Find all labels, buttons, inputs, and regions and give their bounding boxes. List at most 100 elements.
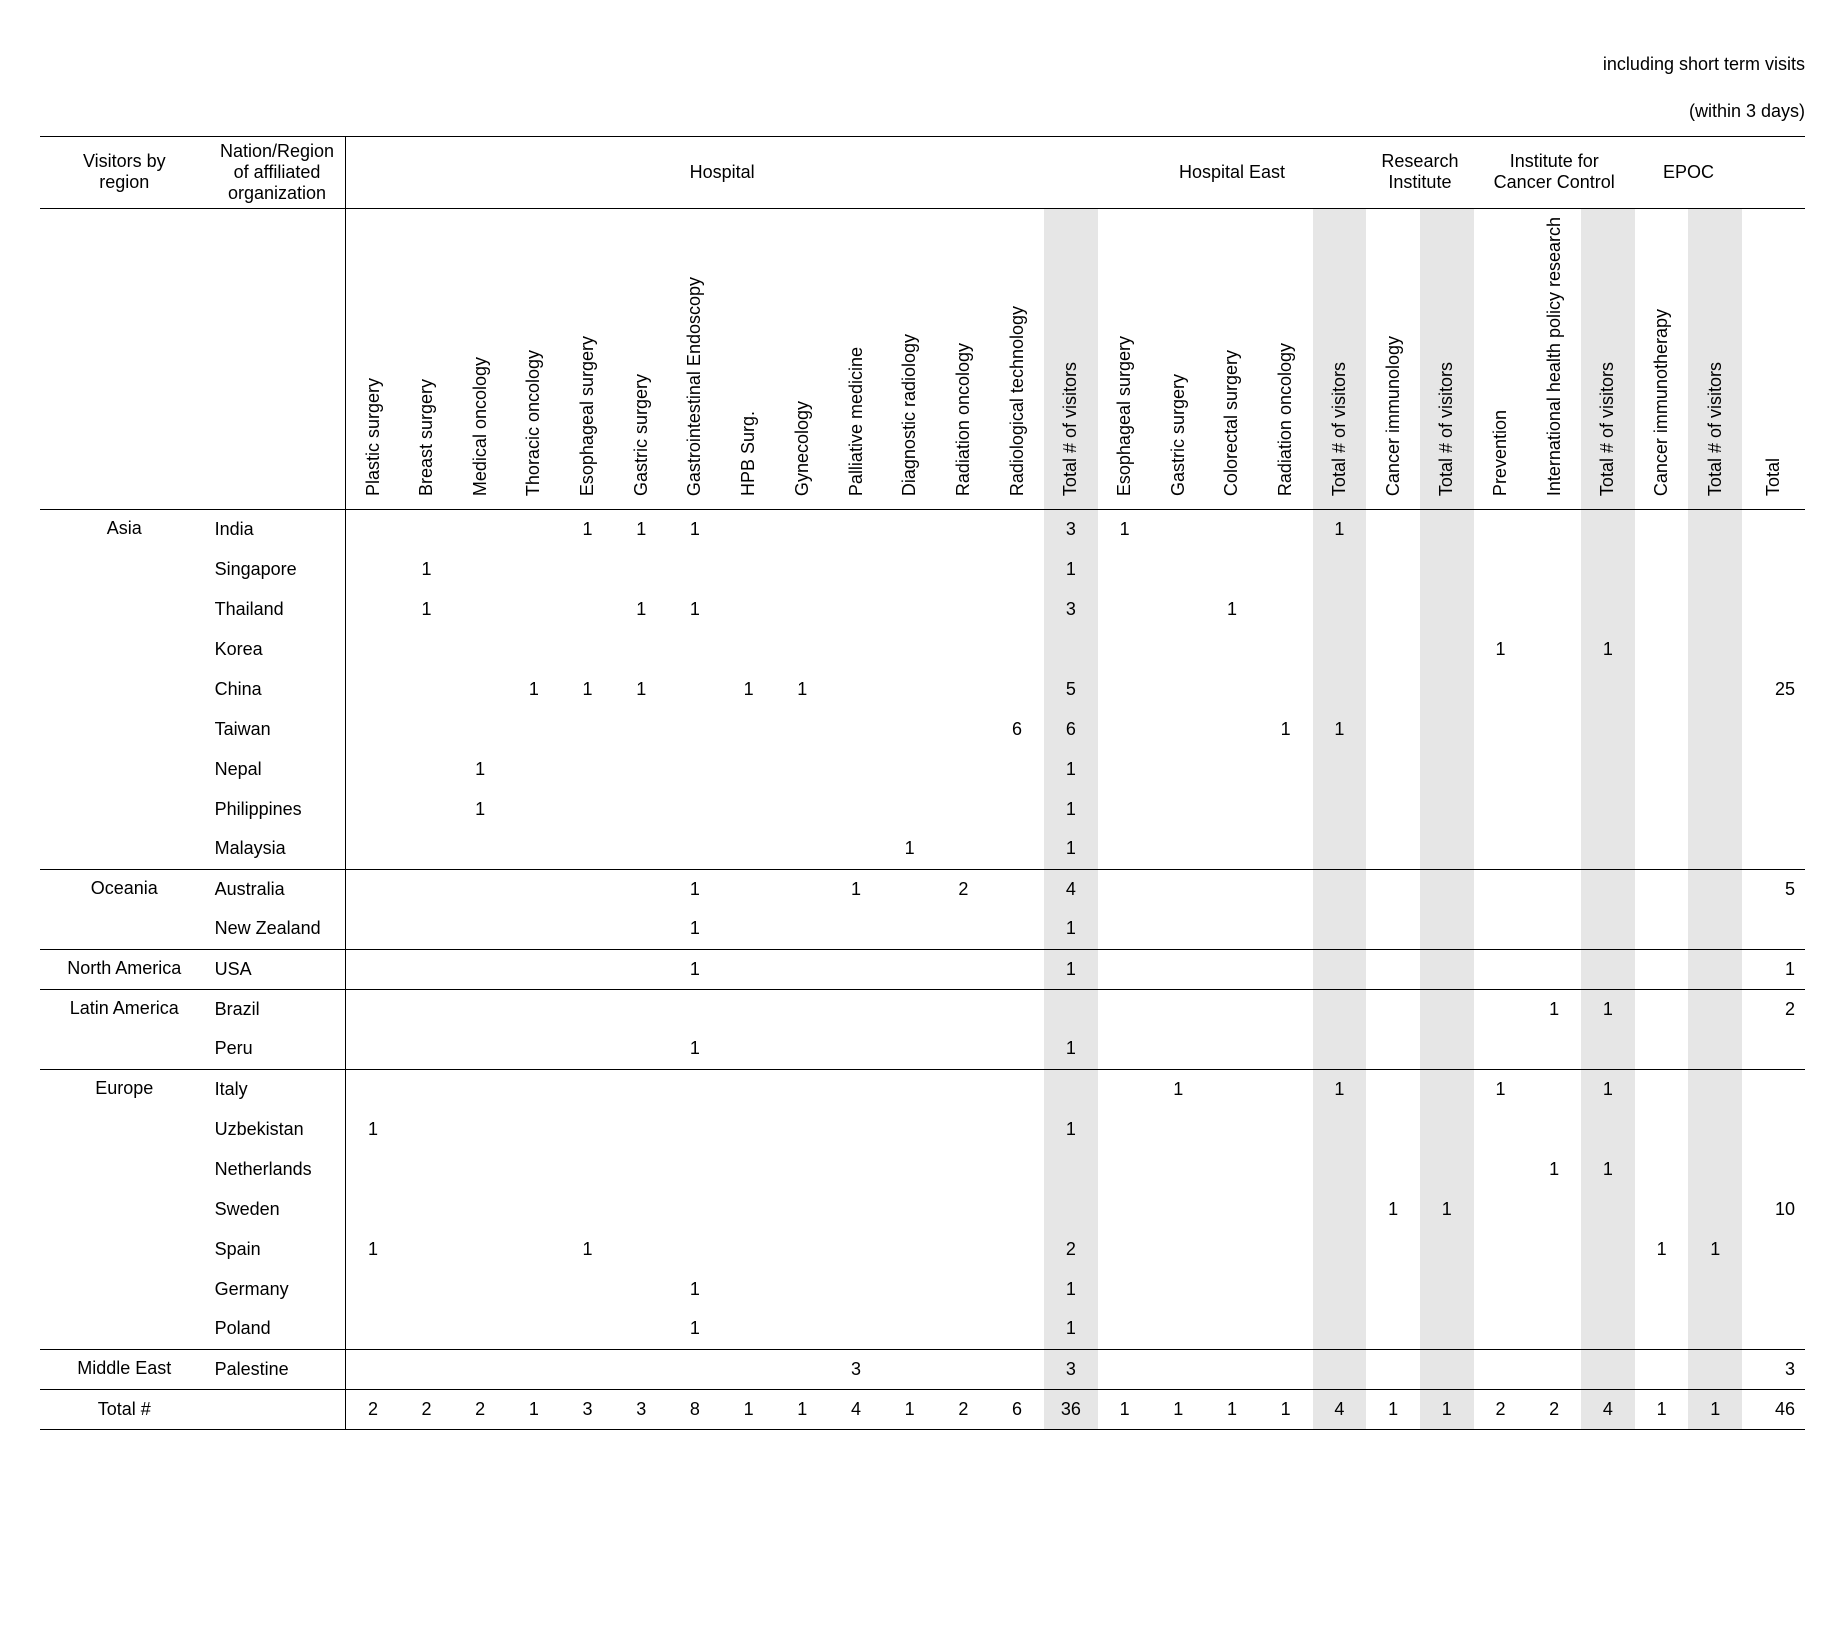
col-7: HPB Surg. (722, 208, 776, 509)
col-1: Breast surgery (400, 208, 454, 509)
cell (1527, 869, 1581, 909)
total-cell: 1 (775, 1389, 829, 1429)
col-25: Total # of visitors (1688, 208, 1742, 509)
cell: 1 (346, 1109, 400, 1149)
cell (829, 949, 883, 989)
cell (1474, 749, 1528, 789)
cell (561, 789, 615, 829)
cell (829, 629, 883, 669)
cell (829, 669, 883, 709)
cell (400, 1029, 454, 1069)
cell (1474, 1189, 1528, 1229)
col-26: Total (1742, 208, 1805, 509)
cell: 6 (990, 709, 1044, 749)
cell (1366, 1229, 1420, 1269)
cell (1635, 869, 1689, 909)
cell (561, 949, 615, 989)
cell (1205, 789, 1259, 829)
cell (453, 709, 507, 749)
cell (1527, 509, 1581, 549)
cell (614, 629, 668, 669)
cell (346, 669, 400, 709)
cell (507, 1229, 561, 1269)
total-cell: 2 (1474, 1389, 1528, 1429)
cell (1474, 669, 1528, 709)
total-cell: 1 (1205, 1389, 1259, 1429)
cell (1527, 1189, 1581, 1229)
cell (1527, 909, 1581, 949)
cell: 1 (1044, 909, 1098, 949)
cell (990, 1149, 1044, 1189)
cell (400, 669, 454, 709)
cell (561, 1109, 615, 1149)
cell (400, 749, 454, 789)
cell (829, 1229, 883, 1269)
cell (1098, 989, 1152, 1029)
hdr-research-inst: Research Institute (1366, 136, 1473, 208)
cell (1420, 1029, 1474, 1069)
cell (668, 989, 722, 1029)
cell (1205, 1029, 1259, 1069)
cell (1366, 989, 1420, 1029)
cell: 1 (346, 1229, 400, 1269)
cell (1098, 1109, 1152, 1149)
cell (1420, 1229, 1474, 1269)
cell (614, 1269, 668, 1309)
cell: 1 (1044, 1309, 1098, 1349)
cell: 1 (1313, 509, 1367, 549)
cell (1581, 709, 1635, 749)
cell (1366, 829, 1420, 869)
cell (722, 1149, 776, 1189)
cell (346, 1309, 400, 1349)
cell (453, 869, 507, 909)
cell (1688, 989, 1742, 1029)
cell: 1 (1205, 589, 1259, 629)
cell (507, 589, 561, 629)
cell (937, 629, 991, 669)
cell (346, 589, 400, 629)
cell (1098, 789, 1152, 829)
cell (1259, 1309, 1313, 1349)
cell (1581, 669, 1635, 709)
note-text: including short term visits (within 3 da… (40, 30, 1805, 124)
cell (990, 1189, 1044, 1229)
cell (775, 1149, 829, 1189)
cell (400, 1189, 454, 1229)
cell: 1 (1581, 1149, 1635, 1189)
cell (1205, 549, 1259, 589)
cell: 1 (1044, 789, 1098, 829)
cell (346, 1349, 400, 1389)
cell (883, 549, 937, 589)
cell (561, 1309, 615, 1349)
cell (1527, 1029, 1581, 1069)
cell (883, 1069, 937, 1109)
cell (346, 509, 400, 549)
cell (561, 749, 615, 789)
cell (775, 1269, 829, 1309)
cell (1205, 1269, 1259, 1309)
cell (1742, 1269, 1805, 1309)
cell (1635, 1149, 1689, 1189)
hdr-hospital: Hospital (346, 136, 1098, 208)
cell (722, 909, 776, 949)
cell (1366, 549, 1420, 589)
cell: 25 (1742, 669, 1805, 709)
cell (1366, 709, 1420, 749)
cell: 1 (400, 589, 454, 629)
cell (1635, 1349, 1689, 1389)
cell (1420, 949, 1474, 989)
cell: 1 (1044, 949, 1098, 989)
cell (1635, 1189, 1689, 1229)
cell (507, 1349, 561, 1389)
cell (400, 1069, 454, 1109)
cell: 1 (775, 669, 829, 709)
cell (507, 1029, 561, 1069)
cell (1581, 1029, 1635, 1069)
cell (1474, 1229, 1528, 1269)
cell (1688, 589, 1742, 629)
total-cell: 2 (346, 1389, 400, 1429)
cell (1635, 1109, 1689, 1149)
cell (722, 589, 776, 629)
cell (1581, 869, 1635, 909)
cell (561, 989, 615, 1029)
